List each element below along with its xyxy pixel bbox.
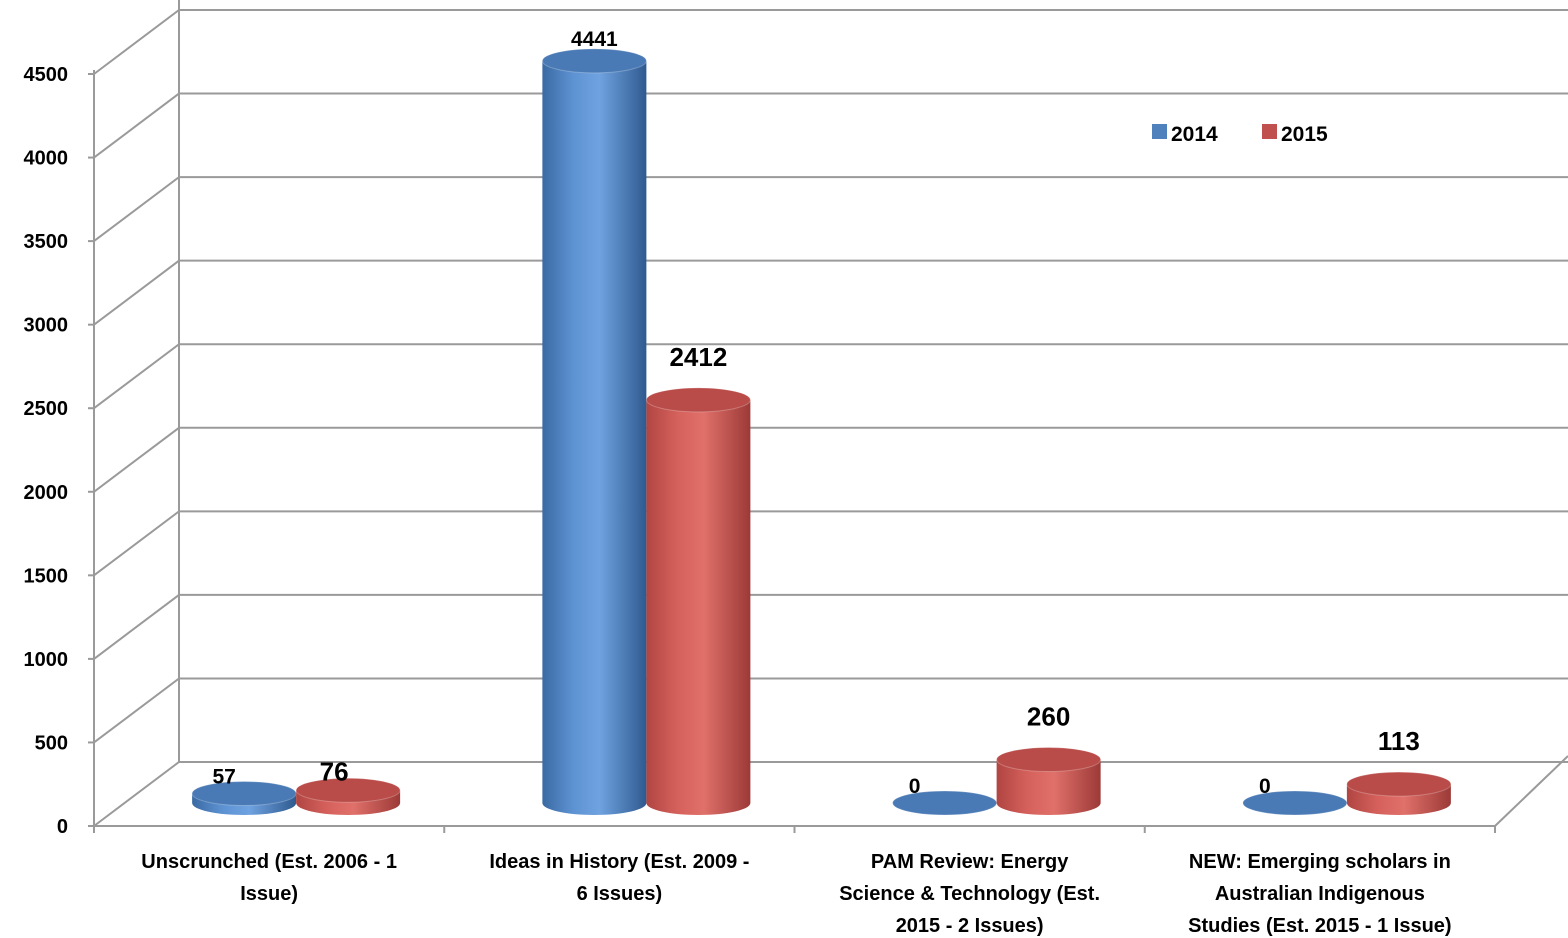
x-tick-label: PAM Review: Energy Science & Technology (… — [839, 851, 1100, 937]
y-tick-label: 2000 — [24, 482, 69, 504]
y-tick-label: 4000 — [24, 148, 69, 170]
bar-top-2015-3 — [1346, 771, 1452, 797]
x-tick-label-line: Studies (Est. 2015 - 1 Issue) — [1188, 915, 1451, 937]
data-label-2015-3: 113 — [1378, 726, 1420, 756]
legend-swatch-2015 — [1262, 124, 1277, 139]
x-tick-label: Unscrunched (Est. 2006 - 1 Issue) — [141, 851, 397, 905]
gridline — [93, 426, 1568, 493]
y-tick-label: 2500 — [24, 398, 69, 420]
x-tick-label: NEW: Emerging scholars in Australian Indi… — [1188, 851, 1451, 937]
gridline — [93, 510, 1568, 577]
data-label-2014-1: 4441 — [571, 28, 618, 51]
gridline — [93, 593, 1568, 660]
bar-top-2015-0 — [295, 777, 401, 803]
x-tick-label-line: Australian Indigenous — [1215, 883, 1425, 905]
y-tick-label: 3000 — [24, 315, 69, 337]
y-tick-label: 1000 — [24, 649, 69, 671]
x-tick-label: Ideas in History (Est. 2009 - 6 Issues) — [489, 851, 749, 905]
x-tick-label-line: NEW: Emerging scholars in — [1189, 851, 1451, 873]
bar-top-2014-0 — [191, 780, 297, 806]
gridline — [93, 259, 1568, 326]
gridline — [93, 343, 1568, 410]
legend: 2014 2015 — [1152, 123, 1328, 146]
gridline — [93, 176, 1568, 242]
bar-top-2014-1 — [541, 48, 647, 74]
bar-top-2015-2 — [996, 747, 1102, 773]
x-tick-label-line: Unscrunched (Est. 2006 - 1 — [141, 851, 397, 873]
x-tick-label-line: 6 Issues) — [577, 883, 663, 905]
bar-2014-1 — [542, 60, 647, 816]
x-tick-label-line: 2015 - 2 Issues) — [896, 915, 1044, 937]
legend-label-2015: 2015 — [1281, 123, 1328, 146]
data-label-2015-2: 260 — [1027, 702, 1070, 732]
bar-2015-1 — [646, 399, 751, 816]
floor-edge — [1494, 755, 1568, 827]
y-tick-label: 4500 — [24, 64, 69, 86]
gridline — [93, 92, 1568, 159]
data-label-2014-3: 0 — [1259, 775, 1271, 798]
data-label-2015-0: 76 — [320, 756, 349, 786]
bar-2015-2 — [996, 759, 1101, 816]
x-tick-label-line: PAM Review: Energy — [871, 851, 1069, 873]
y-tick-label: 500 — [35, 732, 68, 754]
data-labels: 57 76 4441 2412 0 260 0 113 — [212, 28, 1419, 798]
x-tick-label-line: Ideas in History (Est. 2009 - — [489, 851, 749, 873]
bars — [191, 48, 1452, 816]
legend-label-2014: 2014 — [1171, 123, 1218, 146]
legend-swatch-2014 — [1152, 124, 1167, 139]
x-tick-label-line: Science & Technology (Est. — [839, 883, 1100, 905]
data-label-2014-0: 57 — [212, 765, 235, 788]
y-tick-label: 1500 — [24, 565, 69, 587]
gridline — [93, 9, 1568, 75]
gridlines — [93, 0, 1568, 827]
data-label-2015-1: 2412 — [669, 342, 727, 372]
x-tick-label-line: Issue) — [240, 883, 298, 905]
axes: 0 500 1000 1500 2000 2500 3000 3500 4000 4500 Unsc… — [24, 64, 1496, 937]
y-tick-label: 0 — [57, 816, 68, 838]
y-tick-label: 3500 — [24, 231, 69, 253]
bar-top-2015-1 — [645, 387, 751, 413]
gridline — [93, 677, 1568, 744]
data-label-2014-2: 0 — [909, 775, 921, 798]
